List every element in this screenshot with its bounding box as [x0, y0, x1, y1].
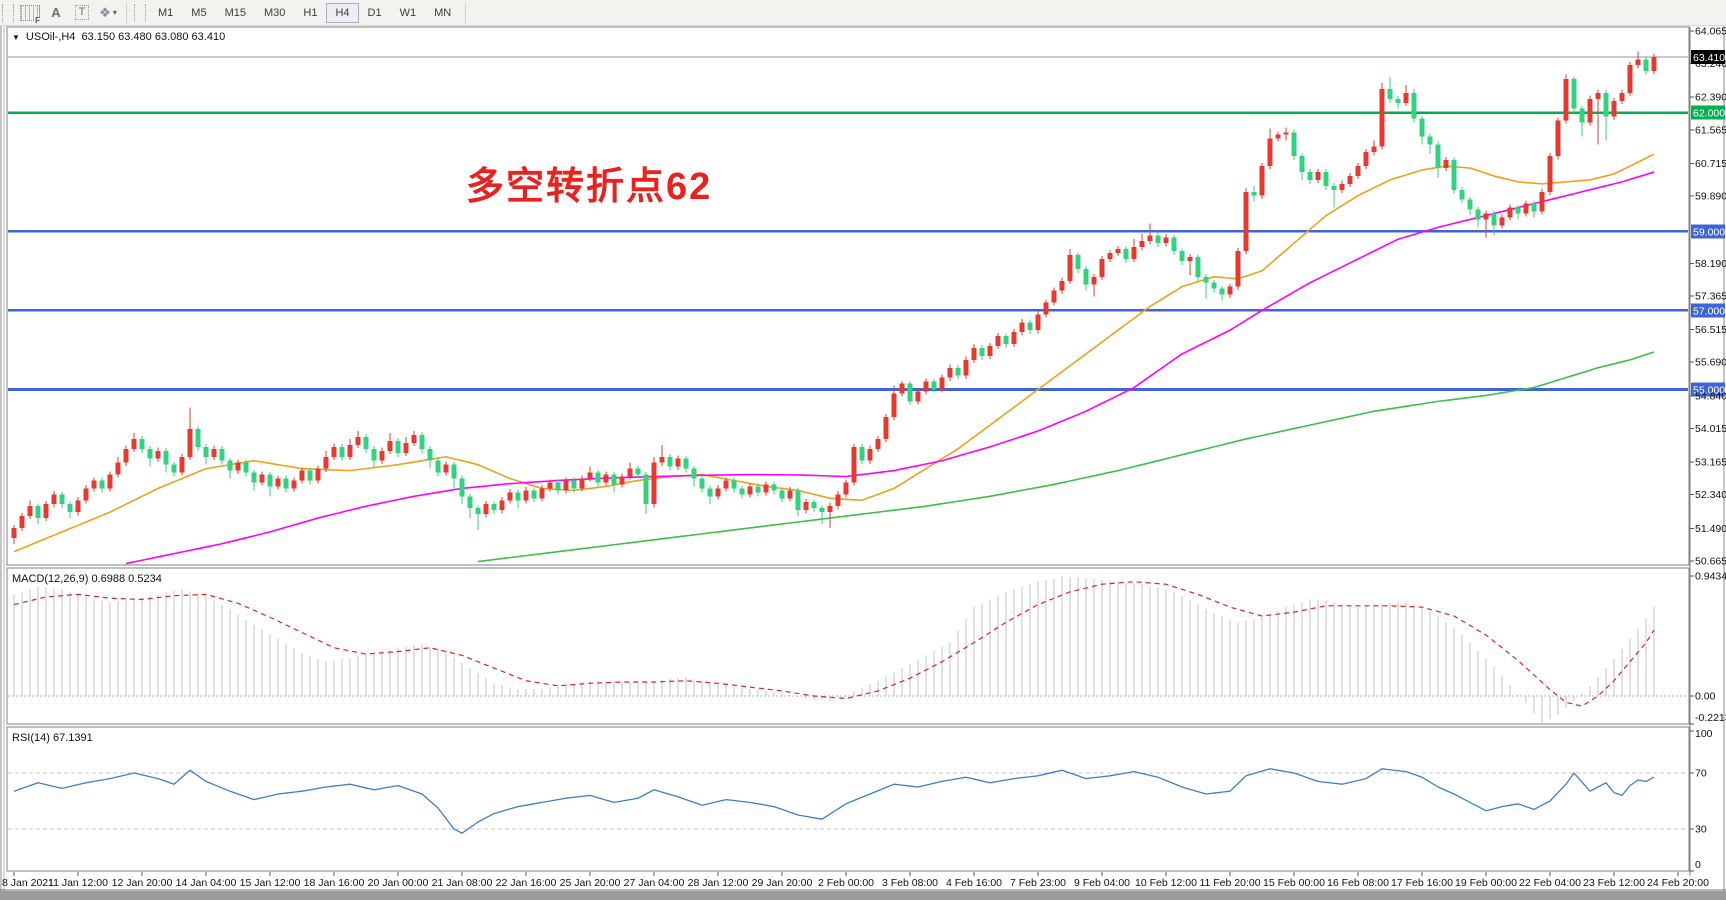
ohlc-values: 63.150 63.480 63.080 63.410 — [81, 31, 226, 43]
svg-text:11 Jan 12:00: 11 Jan 12:00 — [48, 877, 108, 889]
styles-icon: ❖ — [99, 4, 111, 20]
tf-H4[interactable]: H4 — [326, 2, 359, 23]
svg-text:0: 0 — [1695, 859, 1701, 871]
svg-text:55.690: 55.690 — [1695, 357, 1726, 369]
svg-text:61.565: 61.565 — [1695, 124, 1726, 136]
timeframe-drag-handle[interactable] — [134, 3, 146, 22]
svg-text:15 Feb 00:00: 15 Feb 00:00 — [1263, 877, 1325, 889]
svg-text:4 Feb 16:00: 4 Feb 16:00 — [946, 877, 1002, 889]
svg-text:11 Feb 20:00: 11 Feb 20:00 — [1199, 877, 1260, 889]
svg-text:19 Feb 00:00: 19 Feb 00:00 — [1455, 877, 1517, 889]
svg-text:21 Jan 08:00: 21 Jan 08:00 — [432, 877, 493, 889]
svg-text:16 Feb 08:00: 16 Feb 08:00 — [1327, 877, 1389, 889]
tf-H1[interactable]: H1 — [294, 3, 326, 23]
svg-text:17 Feb 16:00: 17 Feb 16:00 — [1391, 877, 1453, 889]
svg-text:54.015: 54.015 — [1695, 423, 1726, 435]
svg-text:58.190: 58.190 — [1695, 258, 1726, 270]
svg-text:15 Jan 12:00: 15 Jan 12:00 — [240, 877, 301, 889]
svg-text:57.365: 57.365 — [1695, 290, 1726, 302]
svg-text:60.715: 60.715 — [1695, 158, 1726, 170]
tf-M15[interactable]: M15 — [216, 3, 255, 23]
svg-text:51.490: 51.490 — [1695, 523, 1726, 535]
svg-text:24 Feb 20:00: 24 Feb 20:00 — [1647, 877, 1709, 889]
svg-text:0.00: 0.00 — [1695, 691, 1716, 703]
svg-text:50.665: 50.665 — [1695, 555, 1726, 567]
svg-text:8 Jan 2021: 8 Jan 2021 — [2, 877, 54, 889]
toolbar-separator — [126, 2, 127, 23]
tf-M5[interactable]: M5 — [182, 3, 215, 23]
svg-text:23 Feb 12:00: 23 Feb 12:00 — [1583, 877, 1645, 889]
tf-M30[interactable]: M30 — [255, 3, 294, 23]
symbol-label: USOil-,H4 — [25, 31, 76, 43]
svg-text:MACD(12,26,9) 0.6988 0.5234: MACD(12,26,9) 0.6988 0.5234 — [12, 573, 162, 585]
svg-text:30: 30 — [1695, 824, 1707, 836]
svg-text:62.000: 62.000 — [1693, 108, 1725, 120]
svg-text:RSI(14) 67.1391: RSI(14) 67.1391 — [12, 732, 93, 744]
svg-text:62.390: 62.390 — [1695, 92, 1726, 104]
svg-text:22 Feb 04:00: 22 Feb 04:00 — [1519, 877, 1581, 889]
svg-text:10 Feb 12:00: 10 Feb 12:00 — [1135, 877, 1197, 889]
text-tool-button[interactable]: A — [51, 5, 61, 20]
symbol-dropdown-icon[interactable]: ▼ — [12, 32, 20, 42]
svg-text:29 Jan 20:00: 29 Jan 20:00 — [752, 877, 813, 889]
price-annotation-text: 多空转折点62 — [466, 166, 713, 208]
textbox-tool-button[interactable]: T — [70, 2, 94, 24]
svg-text:70: 70 — [1695, 768, 1707, 780]
svg-text:56.515: 56.515 — [1695, 324, 1726, 336]
svg-text:28 Jan 12:00: 28 Jan 12:00 — [688, 877, 749, 889]
tf-M1[interactable]: M1 — [149, 3, 182, 23]
svg-text:100: 100 — [1695, 728, 1713, 740]
svg-text:0.9434: 0.9434 — [1695, 571, 1726, 583]
styles-tool-button[interactable]: ❖ ▾ — [96, 2, 120, 24]
svg-text:54.840: 54.840 — [1695, 390, 1726, 402]
tf-D1[interactable]: D1 — [359, 3, 391, 23]
svg-text:64.065: 64.065 — [1695, 26, 1726, 38]
chart-canvas[interactable]: 62.00059.00057.00055.00064.06563.24062.3… — [0, 26, 1726, 900]
svg-text:53.165: 53.165 — [1695, 457, 1726, 469]
svg-text:63.410: 63.410 — [1693, 52, 1725, 64]
svg-text:25 Jan 20:00: 25 Jan 20:00 — [560, 877, 621, 889]
chevron-down-icon: ▾ — [112, 8, 117, 17]
chart-window: 62.000 59.000 57.000 55.000 64.065 63.240 62.3… — [0, 26, 1726, 900]
svg-text:9 Feb 04:00: 9 Feb 04:00 — [1074, 877, 1130, 889]
toolbar-drag-handle[interactable] — [2, 3, 14, 22]
svg-text:55.000: 55.000 — [1693, 385, 1725, 397]
toolbar-separator-2 — [465, 2, 467, 23]
svg-text:22 Jan 16:00: 22 Jan 16:00 — [496, 877, 557, 889]
timeframe-group: M1 M5 M15 M30 H1 H4 D1 W1 MN — [149, 0, 460, 26]
grid-f-icon: F — [20, 4, 40, 25]
svg-text:52.340: 52.340 — [1695, 489, 1726, 501]
svg-text:14 Jan 04:00: 14 Jan 04:00 — [176, 877, 237, 889]
svg-text:2 Feb 00:00: 2 Feb 00:00 — [818, 877, 874, 889]
indicator-window-icon[interactable]: F — [18, 2, 42, 25]
tf-W1[interactable]: W1 — [391, 3, 426, 23]
svg-text:-0.2213: -0.2213 — [1695, 712, 1726, 724]
svg-text:27 Jan 04:00: 27 Jan 04:00 — [624, 877, 685, 889]
svg-text:20 Jan 00:00: 20 Jan 00:00 — [368, 877, 429, 889]
svg-text:18 Jan 16:00: 18 Jan 16:00 — [304, 877, 365, 889]
svg-text:57.000: 57.000 — [1693, 305, 1725, 317]
svg-text:12 Jan 20:00: 12 Jan 20:00 — [112, 877, 173, 889]
svg-text:7 Feb 23:00: 7 Feb 23:00 — [1010, 877, 1066, 889]
chart-title: ▼ USOil-,H4 63.150 63.480 63.080 63.410 — [12, 31, 225, 43]
toolbar: F A T ❖ ▾ M1 M5 M15 M30 H1 H4 D1 W1 MN — [0, 0, 1726, 26]
svg-text:3 Feb 08:00: 3 Feb 08:00 — [882, 877, 938, 889]
tf-MN[interactable]: MN — [425, 3, 460, 23]
svg-text:59.000: 59.000 — [1693, 226, 1725, 238]
svg-text:59.890: 59.890 — [1695, 191, 1726, 203]
